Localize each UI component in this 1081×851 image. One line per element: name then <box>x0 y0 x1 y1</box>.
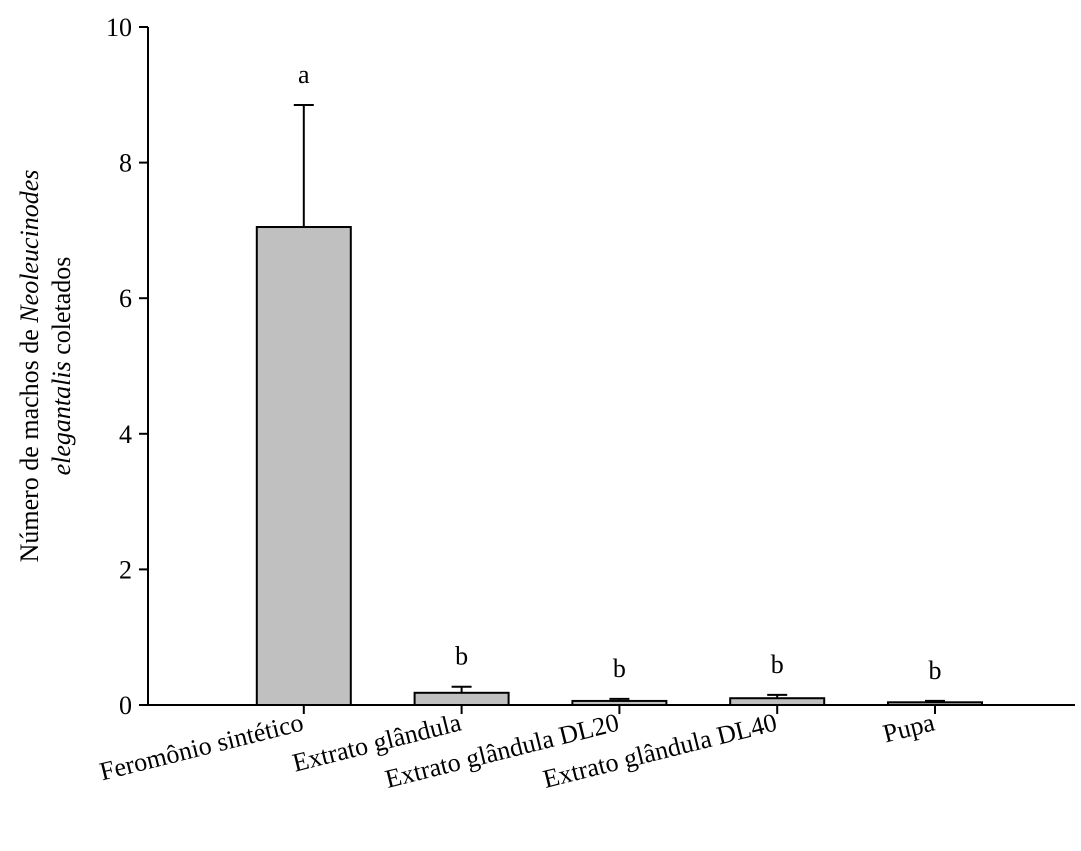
y-axis-label-suffix: coletados <box>47 257 76 362</box>
y-tick-label: 6 <box>119 284 132 313</box>
bar <box>413 691 510 707</box>
category-label: Pupa <box>880 708 938 749</box>
bar <box>887 701 983 707</box>
x-axis-ticks <box>302 705 936 714</box>
bar <box>571 699 668 707</box>
y-axis-label-species: elegantalis <box>47 361 76 475</box>
y-tick-label: 10 <box>106 13 132 42</box>
y-tick-label: 0 <box>119 691 132 720</box>
y-axis: 0 2 4 6 8 10 <box>106 13 149 720</box>
y-axis-label: Número de machos de Neoleucinodes <box>15 170 44 563</box>
y-axis-label-genus: Neoleucinodes <box>15 170 44 324</box>
y-tick-label: 4 <box>119 420 132 449</box>
bar <box>729 697 826 706</box>
significance-letter: b <box>929 656 942 685</box>
significance-letter: b <box>455 642 468 671</box>
bars <box>255 226 983 707</box>
y-tick-label: 8 <box>119 149 132 178</box>
significance-letter: a <box>298 60 310 89</box>
significance-letter: b <box>771 650 784 679</box>
y-axis-label-prefix: Número de machos de <box>15 323 44 563</box>
bar <box>255 226 352 706</box>
significance-letter: b <box>613 654 626 683</box>
y-tick-label: 2 <box>119 555 132 584</box>
y-axis-label-line2: elegantalis coletados <box>47 257 76 476</box>
significance-letters: a b b b b <box>298 60 941 685</box>
error-bars <box>293 103 945 703</box>
y-axis-ticks: 0 2 4 6 8 10 <box>106 13 148 720</box>
